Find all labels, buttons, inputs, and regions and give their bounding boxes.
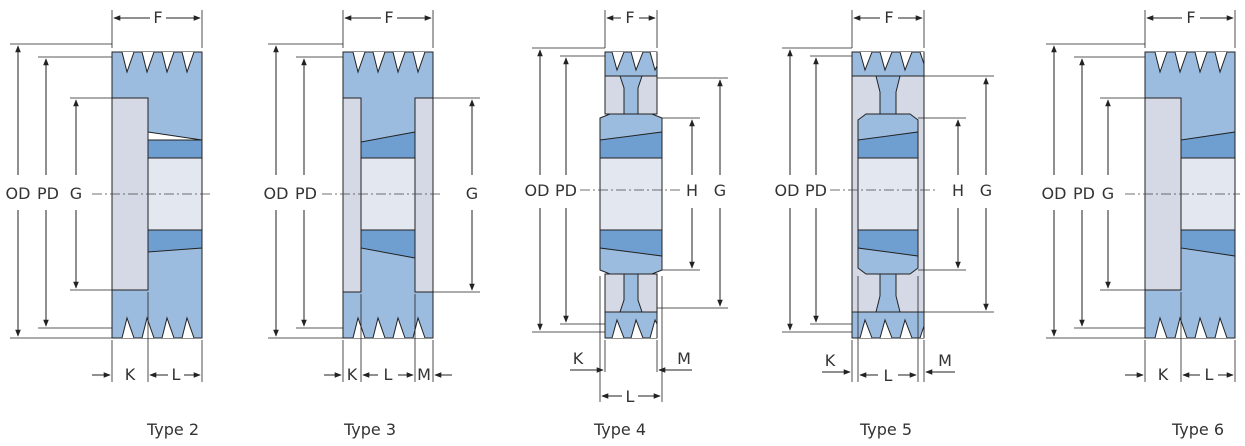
taper-gap bbox=[147, 131, 203, 141]
taper-top bbox=[147, 139, 203, 159]
label-K: K bbox=[125, 365, 136, 384]
groove-top bbox=[112, 51, 202, 74]
label-F: F bbox=[153, 8, 162, 27]
label-M: M bbox=[938, 351, 952, 370]
bore bbox=[147, 157, 203, 231]
caption-type2: Type 2 bbox=[146, 420, 199, 439]
label-L: L bbox=[1205, 365, 1214, 384]
label-PD: PD bbox=[295, 184, 317, 203]
label-OD: OD bbox=[6, 184, 31, 203]
label-M: M bbox=[677, 349, 691, 368]
diagram-type5: F OD PD H G K M L Type bbox=[775, 8, 994, 439]
label-F: F bbox=[384, 8, 393, 27]
hub-left bbox=[342, 97, 362, 293]
groove-bottom bbox=[605, 318, 658, 339]
caption-type6: Type 6 bbox=[1171, 420, 1224, 439]
label-PD: PD bbox=[805, 181, 827, 200]
label-PD: PD bbox=[1073, 184, 1095, 203]
groove-top bbox=[605, 51, 658, 72]
label-K: K bbox=[573, 349, 584, 368]
groove-bottom bbox=[852, 318, 925, 339]
label-OD: OD bbox=[1042, 184, 1067, 203]
diagram-type4: F OD PD H G K M L Type bbox=[525, 8, 728, 439]
taper-top bbox=[1180, 131, 1236, 159]
taper-top bbox=[360, 131, 416, 159]
label-F: F bbox=[884, 8, 893, 27]
label-L: L bbox=[884, 366, 893, 385]
label-G: G bbox=[714, 181, 726, 200]
bore bbox=[1180, 157, 1236, 231]
label-F: F bbox=[625, 8, 634, 27]
taper-top bbox=[599, 131, 663, 159]
bore bbox=[599, 157, 663, 231]
groove-bottom bbox=[1145, 316, 1235, 339]
label-L: L bbox=[384, 365, 393, 384]
caption-type3: Type 3 bbox=[343, 420, 396, 439]
label-OD: OD bbox=[525, 181, 550, 200]
taper-top bbox=[857, 131, 919, 159]
taper-bottom bbox=[147, 229, 203, 253]
bore bbox=[360, 157, 416, 231]
diagram-type6: F OD PD G K L Type 6 bbox=[1042, 8, 1240, 439]
label-L: L bbox=[626, 387, 635, 406]
spoke-top bbox=[875, 75, 901, 115]
hub-right bbox=[414, 97, 434, 293]
caption-type4: Type 4 bbox=[593, 420, 646, 439]
label-PD: PD bbox=[555, 181, 577, 200]
spoke-bottom bbox=[875, 273, 901, 313]
taper-bottom bbox=[1180, 229, 1236, 257]
label-H: H bbox=[686, 181, 698, 200]
label-G: G bbox=[466, 184, 478, 203]
label-K: K bbox=[347, 365, 358, 384]
taper-bottom bbox=[360, 229, 416, 259]
label-K: K bbox=[1158, 365, 1169, 384]
groove-top bbox=[343, 51, 433, 74]
label-OD: OD bbox=[775, 181, 800, 200]
caption-type5: Type 5 bbox=[859, 420, 912, 439]
label-G: G bbox=[980, 181, 992, 200]
bore bbox=[857, 157, 919, 231]
label-M: M bbox=[417, 365, 431, 384]
label-G: G bbox=[1102, 184, 1114, 203]
label-L: L bbox=[172, 365, 181, 384]
label-PD: PD bbox=[37, 184, 59, 203]
groove-top bbox=[1145, 51, 1235, 74]
label-K: K bbox=[825, 351, 836, 370]
groove-bottom bbox=[112, 316, 202, 339]
label-G: G bbox=[70, 184, 82, 203]
diagram-type2: F OD PD G K L Type 2 bbox=[6, 8, 212, 439]
groove-top bbox=[852, 51, 925, 72]
diagram-type3: F OD PD G K L M Type 3 bbox=[264, 8, 480, 439]
label-OD: OD bbox=[264, 184, 289, 203]
taper-bottom bbox=[857, 229, 919, 257]
label-F: F bbox=[1186, 8, 1195, 27]
taper-bottom bbox=[599, 229, 663, 257]
label-H: H bbox=[952, 181, 964, 200]
